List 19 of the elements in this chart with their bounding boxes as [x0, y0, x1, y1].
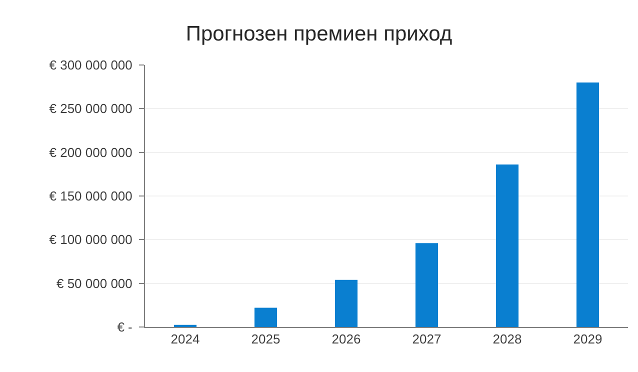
x-tick-label: 2024	[170, 332, 200, 347]
x-tick-label: 2028	[492, 332, 522, 347]
y-tick-label: € 250 000 000	[49, 101, 132, 116]
x-tick-label: 2025	[251, 332, 280, 347]
x-tick-label: 2029	[573, 332, 602, 347]
y-tick-label: € -	[117, 320, 132, 335]
x-tick-label: 2026	[332, 332, 361, 347]
bar	[415, 243, 438, 327]
y-tick-label: € 200 000 000	[49, 144, 132, 160]
bar	[334, 280, 358, 327]
bar	[254, 308, 278, 327]
y-tick-label: € 150 000 000	[49, 188, 132, 204]
bar	[576, 82, 600, 327]
y-tick-label: € 100 000 000	[49, 232, 132, 248]
y-tick-label: € 50 000 000	[56, 276, 132, 291]
chart-title: Прогнозен премиен приход	[186, 22, 452, 46]
y-tick-label: € 300 000 000	[49, 58, 132, 73]
bar	[496, 164, 519, 327]
x-tick-label: 2027	[412, 332, 442, 347]
